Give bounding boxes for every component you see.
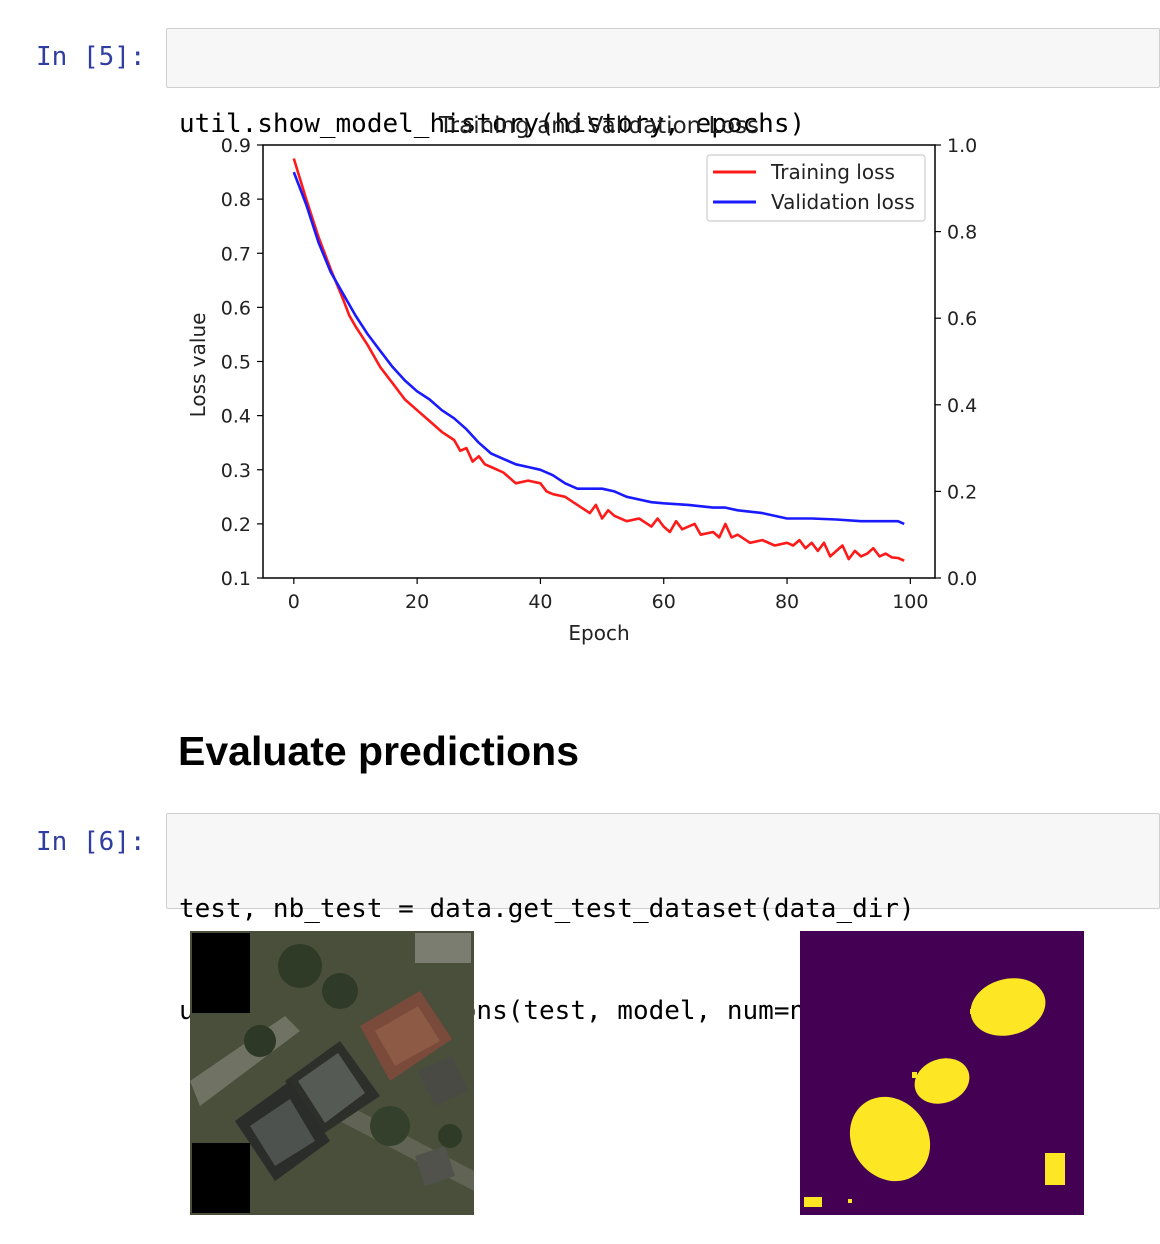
legend-label-validation: Validation loss: [771, 190, 915, 214]
y2-tick-label: 0.4: [947, 395, 977, 417]
y-tick-label: 0.3: [221, 460, 251, 482]
y-axis-label: Loss value: [186, 313, 210, 418]
x-tick-label: 40: [528, 591, 552, 613]
y-tick-label: 0.4: [221, 406, 251, 428]
x-tick-label: 20: [405, 591, 429, 613]
code-line: test, nb_test = data.get_test_dataset(da…: [179, 894, 915, 924]
y-tick-label: 0.9: [221, 135, 251, 157]
validation-loss-line: [292, 171, 905, 526]
y2-tick-label: 0.2: [947, 481, 977, 503]
legend-label-training: Training loss: [770, 160, 895, 184]
aerial-photo: [190, 931, 474, 1215]
y2-tick-label: 0.0: [947, 568, 977, 590]
x-axis-label: Epoch: [568, 621, 629, 645]
predicted-mask: [800, 931, 1084, 1215]
chart-title: Training and Validation Loss: [438, 113, 759, 139]
legend: Training loss Validation loss: [706, 154, 926, 222]
code-cell-5[interactable]: In [5]: util.show_model_history(history,…: [0, 28, 1160, 139]
cell-prompt: In [5]:: [36, 42, 146, 72]
x-tick-label: 0: [288, 591, 300, 613]
cell-prompt: In [6]:: [36, 827, 146, 857]
code-line: util.show_model_history(history, epochs): [179, 109, 806, 139]
training-loss-line: [292, 158, 905, 562]
x-tick-label: 100: [892, 591, 928, 613]
x-tick-label: 80: [775, 591, 799, 613]
code-input[interactable]: util.show_model_history(history, epochs): [166, 28, 1160, 139]
y-tick-label: 0.1: [221, 568, 251, 590]
code-input[interactable]: test, nb_test = data.get_test_dataset(da…: [166, 813, 1160, 1026]
y-tick-label: 0.6: [221, 297, 251, 319]
y-tick-label: 0.7: [221, 243, 251, 265]
section-heading: Evaluate predictions: [178, 728, 580, 774]
y-tick-label: 0.5: [221, 352, 251, 374]
y-tick-label: 0.2: [221, 514, 251, 536]
y-tick-label: 0.8: [221, 189, 251, 211]
x-tick-label: 60: [652, 591, 676, 613]
y2-tick-label: 0.6: [947, 308, 977, 330]
y2-tick-label: 1.0: [947, 135, 977, 157]
y2-tick-label: 0.8: [947, 222, 977, 244]
loss-chart: Training and Validation Loss 0 20 40 60 80 10…: [186, 113, 977, 645]
code-cell-6[interactable]: In [6]: test, nb_test = data.get_test_da…: [0, 813, 1160, 1026]
